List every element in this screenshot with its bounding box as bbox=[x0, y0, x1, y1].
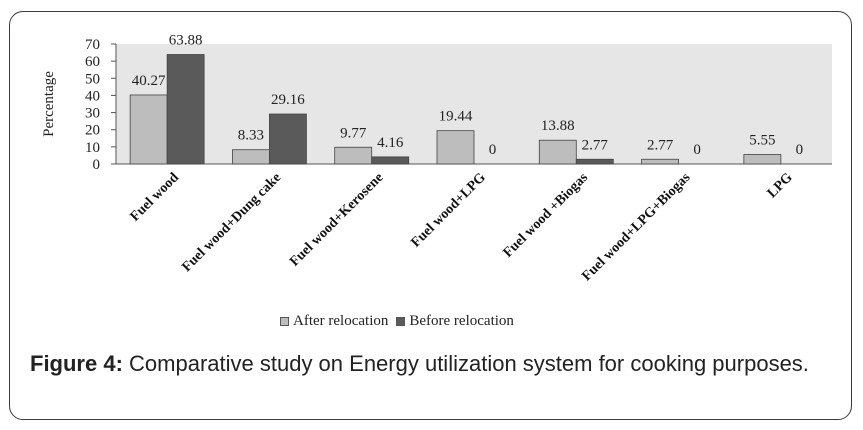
legend-item-before: Before relocation bbox=[396, 313, 514, 330]
x-tick-label: Fuel wood+Dung cake bbox=[179, 170, 284, 275]
data-label: 19.44 bbox=[439, 109, 473, 125]
data-label: 0 bbox=[693, 142, 701, 158]
x-tick-label: LPG bbox=[765, 170, 796, 201]
data-label: 29.16 bbox=[271, 92, 305, 108]
bar-after bbox=[436, 130, 475, 165]
y-tick-label: 70 bbox=[85, 37, 100, 53]
legend-label-before: Before relocation bbox=[409, 312, 514, 329]
bar-after bbox=[743, 154, 782, 165]
chart-legend: After relocation Before relocation bbox=[280, 312, 522, 330]
data-label: 40.27 bbox=[132, 73, 166, 89]
bar-after bbox=[232, 149, 270, 165]
bar-before bbox=[269, 113, 307, 165]
caption-text: Comparative study on Energy utilization … bbox=[129, 351, 809, 376]
y-tick-label: 60 bbox=[85, 54, 100, 70]
bar-before bbox=[575, 158, 614, 165]
data-label: 2.77 bbox=[582, 137, 609, 153]
bar-before bbox=[371, 156, 410, 165]
bar-after bbox=[334, 146, 373, 165]
y-tick-label: 20 bbox=[85, 123, 100, 139]
figure-caption: Figure 4: Comparative study on Energy ut… bbox=[30, 350, 832, 377]
data-label: 2.77 bbox=[647, 137, 674, 153]
legend-item-after: After relocation bbox=[280, 313, 388, 330]
data-label: 0 bbox=[489, 142, 497, 158]
data-label: 63.88 bbox=[169, 32, 203, 48]
data-label: 8.33 bbox=[238, 128, 264, 144]
y-tick-label: 40 bbox=[85, 88, 100, 104]
y-tick-label: 30 bbox=[85, 106, 100, 122]
bar-after bbox=[538, 139, 577, 165]
caption-label: Figure 4: bbox=[30, 351, 123, 376]
data-label: 13.88 bbox=[541, 118, 575, 134]
data-label: 0 bbox=[796, 142, 804, 158]
legend-swatch-after bbox=[280, 316, 289, 326]
x-tick-label: Fuel wood+LPG+Biogas bbox=[579, 170, 693, 284]
y-axis-title: Percentage bbox=[41, 71, 57, 137]
x-tick-label: Fuel wood bbox=[128, 170, 182, 224]
data-label: 5.55 bbox=[749, 132, 775, 148]
bar-after bbox=[129, 94, 168, 165]
data-label: 9.77 bbox=[340, 125, 367, 141]
y-tick-label: 0 bbox=[93, 157, 101, 173]
x-tick-label: Fuel wood +Biogas bbox=[501, 170, 592, 261]
x-tick-label: Fuel wood+Kerosene bbox=[287, 170, 386, 269]
legend-label-after: After relocation bbox=[293, 312, 389, 329]
data-label: 4.16 bbox=[377, 135, 404, 151]
bar-after bbox=[641, 158, 679, 165]
legend-swatch-before bbox=[396, 316, 406, 326]
y-tick-label: 10 bbox=[85, 140, 100, 156]
bar-before bbox=[166, 54, 205, 165]
y-tick-label: 50 bbox=[85, 71, 100, 87]
x-tick-label: Fuel wood+LPG bbox=[408, 170, 488, 250]
